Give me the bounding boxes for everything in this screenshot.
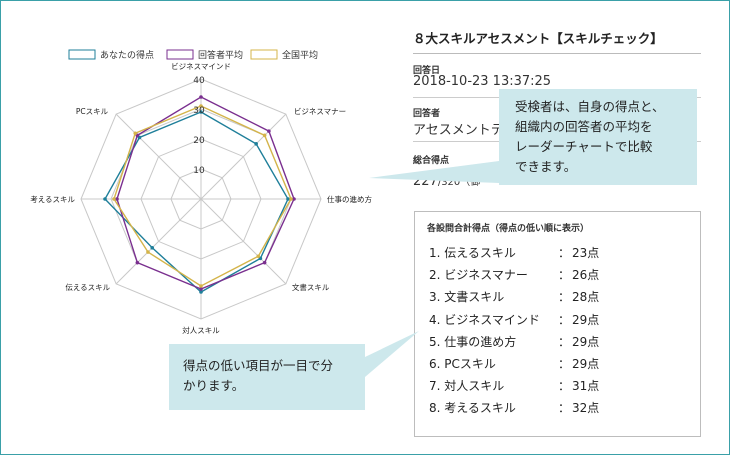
radar-tick-labels: 10 20 30 40 [193,76,205,176]
item-name: 2. ビジネスマナー [429,268,528,283]
legend-label: 回答者平均 [198,49,243,61]
item-score: 29点 [572,356,600,371]
legend-label: あなたの得点 [100,49,154,61]
chart-legend: あなたの得点 回答者平均 全国平均 [68,49,318,61]
item-separator: ： [558,290,571,305]
item-score: 29点 [572,312,600,327]
legend-swatch [250,49,278,60]
item-name: 1. 伝えるスキル [429,246,516,260]
series-point [199,95,203,99]
legend-label: 全国平均 [282,49,318,61]
grid-spoke [115,113,202,200]
legend-swatch [166,49,194,60]
series-point [133,131,138,136]
radar-chart: あなたの得点 回答者平均 全国平均 ビジネスマインドビジネスマナー仕事の進め方文書ス… [30,49,372,335]
series-point [150,245,155,250]
grid-spoke [200,113,287,200]
series-point [199,110,203,114]
item-score: 26点 [572,268,600,283]
series-point [112,197,116,201]
series-point [267,129,271,133]
score-ranking-panel: 各設問合計得点（得点の低い順に表示） 1. 伝えるスキル： 23点 2. ビジネス… [414,211,701,437]
radar-series [103,95,296,294]
series-point [135,260,140,265]
tick-label: 20 [193,136,205,146]
tick-label: 10 [193,166,205,176]
axis-label: ビジネスマナー [294,107,346,116]
series-point [262,133,267,138]
item-separator: ： [558,401,571,416]
item-separator: ： [558,312,571,327]
series-point [254,142,258,146]
item-name: 5. 仕事の進め方 [429,334,517,349]
item-separator: ： [558,356,571,371]
series-point [199,104,203,108]
grid-spoke [115,198,202,285]
item-score: 28点 [572,290,600,305]
date-value: 2018-10-23 13:37:25 [413,74,552,89]
tick-label: 40 [193,76,205,86]
total-score-label: 総合得点 [413,156,450,166]
series-point [256,254,261,259]
item-score: 31点 [572,379,600,394]
axis-label: 文書スキル [292,282,330,292]
series-point [115,197,119,201]
item-score: 32点 [572,401,600,416]
series-point [292,197,296,201]
item-separator: ： [558,334,571,349]
panel-title: ８大スキルアセスメント【スキルチェック】 [413,31,663,46]
series-point [199,290,203,294]
item-separator: ： [558,379,571,394]
series-point [199,287,203,291]
axis-label: ビジネスマインド [171,62,231,71]
item-score: 29点 [572,334,600,349]
callout-pointer-top [369,161,499,183]
series-point [103,197,107,201]
callout-comparison: 受検者は、自身の得点と、 組織内の回答者の平均を レーダーチャートで比較 できま… [499,89,697,185]
axis-label: PCスキル [76,107,109,116]
axis-label: 仕事の進め方 [327,194,372,204]
tick-label: 30 [193,106,205,116]
callout-lowest-items: 得点の低い項目が一目で分 かります。 [169,344,365,410]
legend-swatch [68,49,96,60]
item-score: 23点 [572,246,600,260]
date-label: 回答日 [413,66,441,76]
item-name: 3. 文書スキル [429,290,505,305]
title-divider [413,53,701,54]
axis-label: 対人スキル [182,325,220,335]
item-name: 4. ビジネスマインド [429,312,540,327]
series-point [286,197,290,201]
item-separator: ： [558,246,571,260]
series-point [199,284,203,288]
total-score-suffix: /320（御 [437,177,481,188]
series-point [289,197,293,201]
callout-pointer-bottom [365,331,419,377]
item-name: 8. 考えるスキル [429,401,516,416]
ranking-title: 各設問合計得点（得点の低い順に表示） [427,224,590,234]
item-separator: ： [558,268,571,283]
grid-spoke [200,198,287,285]
axis-label: 伝えるスキル [65,282,110,292]
respondent-label: 回答者 [413,109,441,119]
series-point [146,250,150,254]
axis-label: 考えるスキル [30,195,75,204]
item-name: 6. PCスキル [429,356,496,371]
item-name: 7. 対人スキル [429,379,505,394]
series-point [262,260,267,265]
